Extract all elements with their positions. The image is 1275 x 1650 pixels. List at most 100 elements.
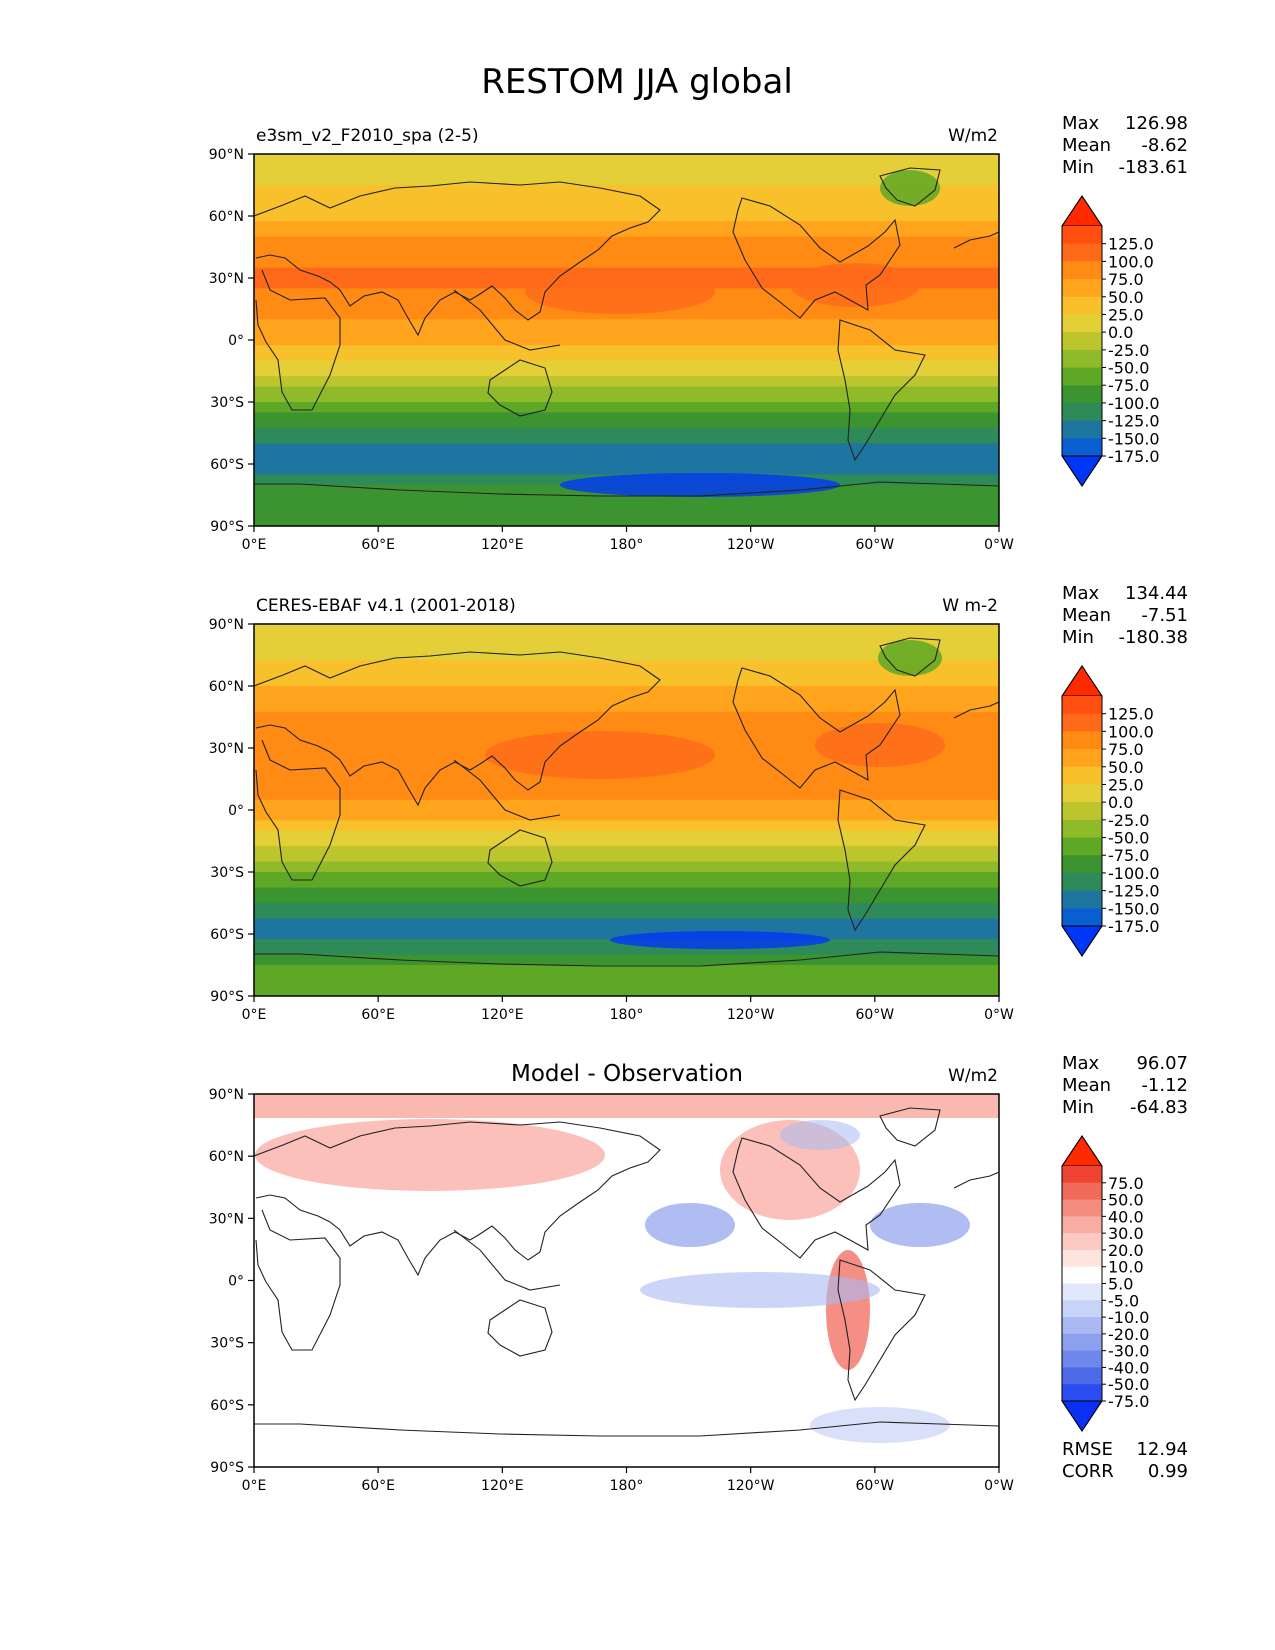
stat-name: Min bbox=[1062, 1097, 1094, 1118]
latitude-band bbox=[254, 861, 999, 868]
latitude-band bbox=[254, 655, 999, 661]
stat-value: 96.07 bbox=[1136, 1053, 1188, 1074]
colorbar-tick-label: 5.0 bbox=[1108, 1275, 1133, 1294]
stat-name: Min bbox=[1062, 157, 1094, 178]
error-stat-value: 12.94 bbox=[1136, 1439, 1188, 1460]
y-tick-label: 60°S bbox=[210, 1398, 244, 1414]
colorbar-bottom-extension bbox=[1061, 1400, 1103, 1432]
colorbar: 125.0100.075.050.025.00.0-25.0-50.0-75.0… bbox=[1061, 195, 1160, 487]
x-tick-label: 60°E bbox=[361, 1478, 395, 1494]
latitude-band bbox=[254, 433, 999, 439]
latitude-band bbox=[254, 799, 999, 806]
latitude-band bbox=[254, 820, 999, 827]
error-stats-block: RMSE 12.94 CORR 0.99 bbox=[1062, 1439, 1188, 1482]
latitude-band bbox=[254, 515, 999, 522]
latitude-band bbox=[254, 877, 999, 883]
stat-value: 126.98 bbox=[1125, 113, 1188, 134]
colorbar-segment bbox=[1062, 279, 1102, 298]
latitude-band bbox=[254, 897, 999, 904]
colorbar-segment bbox=[1062, 696, 1102, 715]
latitude-band bbox=[254, 458, 999, 465]
latitude-band bbox=[254, 422, 999, 429]
colorbar-tick-label: -25.0 bbox=[1108, 341, 1149, 360]
latitude-band bbox=[254, 252, 999, 258]
x-tick-label: 120°W bbox=[727, 1007, 775, 1023]
y-axis: 90°N 60°N 30°N 0° 30°S 60°S 90°S bbox=[209, 617, 254, 1005]
error-stat-name: CORR bbox=[1062, 1461, 1114, 1482]
stats-block: Max 126.98 Mean -8.62 Min -183.61 bbox=[1062, 113, 1188, 178]
colorbar-segment bbox=[1062, 420, 1102, 439]
latitude-band bbox=[254, 970, 999, 976]
x-tick-label: 180° bbox=[610, 1478, 644, 1494]
colorbar: 75.050.040.030.020.010.05.0-5.0-10.0-20.… bbox=[1061, 1135, 1149, 1432]
latitude-band bbox=[254, 427, 999, 434]
latitude-band bbox=[254, 448, 999, 455]
x-tick-label: 120°E bbox=[481, 1007, 524, 1023]
latitude-band bbox=[254, 402, 999, 408]
latitude-band bbox=[254, 262, 999, 269]
colorbar-segment bbox=[1062, 314, 1102, 333]
hotspot-north-pacific bbox=[525, 270, 715, 314]
x-tick-label: 120°E bbox=[481, 537, 524, 553]
x-tick-label: 60°E bbox=[361, 537, 395, 553]
latitude-band bbox=[254, 169, 999, 176]
panel-model: e3sm_v2_F2010_spa (2-5) W/m2 90°N 60°N 30°… bbox=[209, 113, 1188, 553]
colorbar-tick-label: -75.0 bbox=[1108, 846, 1149, 865]
latitude-band bbox=[254, 334, 999, 341]
latitude-band bbox=[254, 417, 999, 424]
colorbar-tick-label: -75.0 bbox=[1108, 376, 1149, 395]
y-tick-label: 90°N bbox=[209, 617, 244, 633]
y-tick-label: 30°N bbox=[209, 271, 244, 287]
colorbar-tick-label: 125.0 bbox=[1108, 705, 1154, 724]
latitude-band bbox=[254, 959, 999, 966]
latitude-band bbox=[254, 887, 999, 894]
latitude-band bbox=[254, 980, 999, 987]
colorbar-segment bbox=[1062, 731, 1102, 750]
latitude-band bbox=[254, 365, 999, 372]
colorbar-tick-label: -25.0 bbox=[1108, 811, 1149, 830]
arctic-positive bbox=[254, 1094, 999, 1118]
colorbar-segment bbox=[1062, 890, 1102, 909]
latitude-band bbox=[254, 825, 999, 832]
colorbar-top-extension bbox=[1061, 195, 1103, 227]
colorbar-tick-label: -20.0 bbox=[1108, 1325, 1149, 1344]
latitude-band bbox=[254, 396, 999, 403]
y-tick-label: 30°S bbox=[210, 865, 244, 881]
x-tick-label: 60°W bbox=[855, 537, 894, 553]
latitude-band bbox=[254, 908, 999, 914]
colorbar-tick-label: -175.0 bbox=[1108, 447, 1160, 466]
latitude-band bbox=[254, 505, 999, 512]
colorbar-bottom-extension bbox=[1061, 925, 1103, 957]
colorbar-segment bbox=[1062, 784, 1102, 803]
colorbar-segment bbox=[1062, 1233, 1102, 1251]
x-tick-label: 0°E bbox=[242, 1007, 267, 1023]
x-axis: 0°E 60°E 120°E 180° 120°W 60°W 0°W bbox=[242, 526, 1014, 553]
colorbar-tick-label: 50.0 bbox=[1108, 758, 1144, 777]
latitude-band bbox=[254, 195, 999, 202]
stat-value: -1.12 bbox=[1141, 1075, 1188, 1096]
y-tick-label: 90°N bbox=[209, 1087, 244, 1103]
colorbar-segment bbox=[1062, 385, 1102, 404]
x-tick-label: 0°W bbox=[984, 1478, 1014, 1494]
x-tick-label: 0°E bbox=[242, 1478, 267, 1494]
latitude-band bbox=[254, 954, 999, 961]
x-tick-label: 0°W bbox=[984, 1007, 1014, 1023]
latitude-band bbox=[254, 841, 999, 847]
latitude-band bbox=[254, 179, 999, 186]
latitude-band bbox=[254, 391, 999, 398]
colorbar-segment bbox=[1062, 855, 1102, 874]
panel-observation: CERES-EBAF v4.1 (2001-2018) W m-2 90°N 60… bbox=[209, 583, 1188, 1023]
colorbar-tick-label: -50.0 bbox=[1108, 359, 1149, 378]
latitude-band bbox=[254, 727, 999, 734]
x-tick-label: 180° bbox=[610, 537, 644, 553]
x-tick-label: 0°E bbox=[242, 537, 267, 553]
y-axis: 90°N 60°N 30°N 0° 30°S 60°S 90°S bbox=[209, 1087, 254, 1476]
latitude-band bbox=[254, 154, 999, 160]
latitude-bands bbox=[254, 154, 999, 526]
latitude-band bbox=[254, 944, 999, 951]
latitude-band bbox=[254, 903, 999, 909]
colorbar-tick-label: 0.0 bbox=[1108, 793, 1133, 812]
stat-value: -8.62 bbox=[1141, 135, 1188, 156]
latitude-band bbox=[254, 856, 999, 863]
colorbar-tick-label: 50.0 bbox=[1108, 1191, 1144, 1210]
